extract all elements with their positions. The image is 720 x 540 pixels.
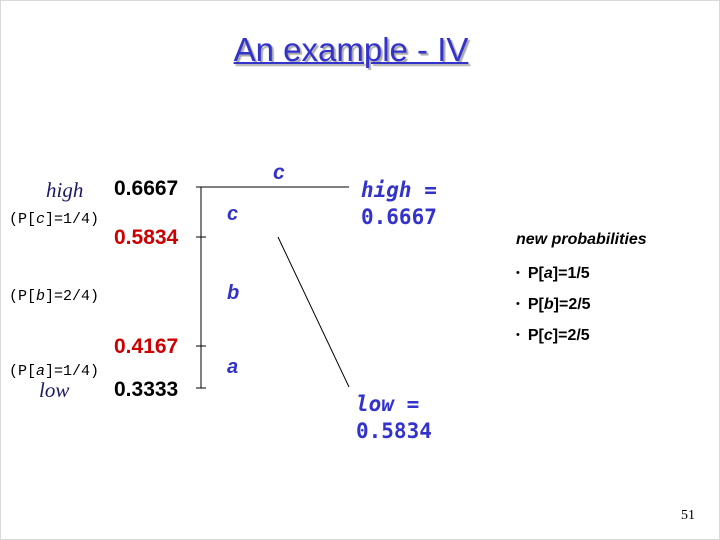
zoom-line-low (277, 236, 350, 388)
value-low: 0.3333 (114, 378, 179, 401)
prob-a-label: (P[a]=1/4) (9, 363, 100, 380)
value-high: 0.6667 (114, 177, 179, 200)
new-prob-a: • P[a]=1/5 (516, 265, 590, 282)
new-prob-b: • P[b]=2/5 (516, 296, 591, 313)
prob-b-label: (P[b]=2/4) (9, 288, 100, 305)
value-c-boundary: 0.5834 (114, 226, 179, 249)
low-label: low (39, 378, 70, 402)
result-low: low = 0.5834 (356, 392, 432, 443)
result-low-value: 0.5834 (356, 419, 432, 443)
high-label: high (46, 178, 84, 202)
symbol-a: a (227, 356, 239, 378)
result-high: high = 0.6667 (361, 178, 437, 229)
result-high-value: 0.6667 (361, 205, 437, 229)
prob-c-label: (P[c]=1/4) (9, 211, 100, 228)
new-prob-c: • P[c]=2/5 (516, 327, 590, 344)
symbol-c-top: c (273, 161, 285, 184)
value-b-boundary: 0.4167 (114, 335, 179, 358)
page-number: 51 (681, 508, 695, 523)
symbol-c: c (227, 203, 239, 225)
new-probabilities-title: new probabilities (516, 231, 647, 248)
slide-title: An example - IV (233, 31, 469, 68)
symbol-b: b (227, 282, 240, 304)
